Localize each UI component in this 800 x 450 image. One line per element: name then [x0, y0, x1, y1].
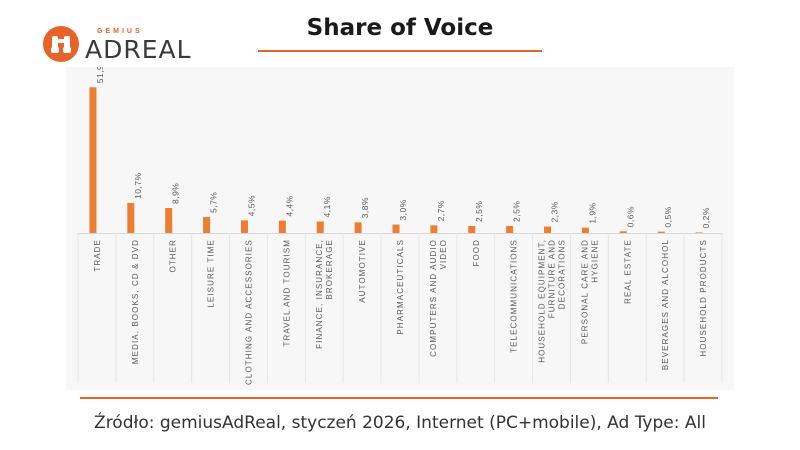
- data-label: 0,6%: [625, 206, 635, 227]
- data-label: 2,5%: [474, 201, 484, 222]
- category-label: TRAVEL AND TOURISM: [282, 239, 291, 347]
- data-label: 10,7%: [133, 172, 143, 199]
- data-label: 4,1%: [322, 196, 332, 217]
- bar: [581, 227, 589, 233]
- bar: [468, 225, 476, 233]
- data-label: 0,2%: [701, 207, 711, 228]
- bottom-divider: [80, 397, 718, 399]
- bar: [354, 222, 362, 233]
- category-label: CLOTHING AND ACCESSORIES: [244, 239, 253, 385]
- source-note: Źródło: gemiusAdReal, styczeń 2026, Inte…: [94, 413, 706, 433]
- category-label: TRADE: [93, 239, 102, 272]
- bar: [506, 225, 514, 233]
- data-label: 4,5%: [246, 195, 256, 216]
- bar: [278, 220, 286, 233]
- category-label: FINANCE, INSURANCE,: [315, 239, 324, 349]
- data-label: 2,7%: [436, 200, 446, 221]
- chart-panel: [66, 67, 734, 390]
- data-label: 4,4%: [284, 195, 294, 216]
- bar: [316, 221, 324, 233]
- bar: [240, 220, 248, 233]
- category-label: TELECOMMUNICATIONS: [510, 239, 519, 353]
- bar: [430, 225, 438, 233]
- data-label: 3,8%: [360, 197, 370, 218]
- logo-gemius-text: GEMIUS: [97, 28, 143, 35]
- category-label: HOUSEHOLD EQUIPMENT,: [538, 239, 547, 363]
- data-label: 1,9%: [587, 202, 597, 223]
- category-label: MEDIA, BOOKS, CD & DVD: [131, 239, 140, 364]
- bar: [695, 232, 703, 233]
- bar: [165, 208, 173, 233]
- data-label: 2,5%: [512, 201, 522, 222]
- category-label: DECORATIONS: [558, 239, 567, 309]
- category-label: AUTOMOTIVE: [358, 239, 367, 303]
- category-label: VIDEO: [439, 239, 448, 269]
- category-label: HYGIENE: [590, 239, 599, 283]
- bar: [89, 87, 97, 234]
- data-label: 2,3%: [550, 201, 560, 222]
- category-label: REAL ESTATE: [623, 239, 632, 304]
- binoculars-icon: [43, 26, 79, 62]
- category-label: FURNITURE AND: [548, 239, 557, 318]
- data-label: 8,9%: [171, 183, 181, 204]
- category-label: PHARMACEUTICALS: [396, 239, 405, 335]
- bar: [392, 224, 400, 233]
- title-underline: [258, 50, 542, 52]
- category-label: FOOD: [472, 239, 481, 267]
- logo-adreal-text: ADREAL: [85, 35, 192, 64]
- data-label: 5,7%: [209, 192, 219, 213]
- category-label: HOUSEHOLD PRODUCTS: [699, 239, 708, 357]
- category-label: OTHER: [169, 239, 178, 273]
- category-label: PERSONAL CARE AND: [580, 239, 589, 344]
- data-label: 3,0%: [398, 199, 408, 220]
- gemius-adreal-logo: GEMIUS ADREAL: [43, 26, 193, 64]
- category-label: BROKERAGE: [325, 239, 334, 300]
- bar: [544, 226, 552, 233]
- page-title: Share of Voice: [306, 15, 494, 41]
- data-label: 51,9%: [95, 67, 105, 83]
- bar: [127, 202, 135, 233]
- data-label: 0,5%: [663, 206, 673, 227]
- bar-chart: 51,9% TRADE 10,7% MEDIA, BOOKS, CD & DVD 8,9…: [77, 67, 723, 385]
- category-label: LEISURE TIME: [207, 239, 216, 308]
- bar: [203, 216, 211, 233]
- bar: [657, 231, 665, 233]
- category-label: COMPUTERS AND AUDIO: [429, 239, 438, 357]
- bar: [619, 231, 627, 233]
- category-label: BEVERAGES AND ALCOHOL: [661, 239, 670, 370]
